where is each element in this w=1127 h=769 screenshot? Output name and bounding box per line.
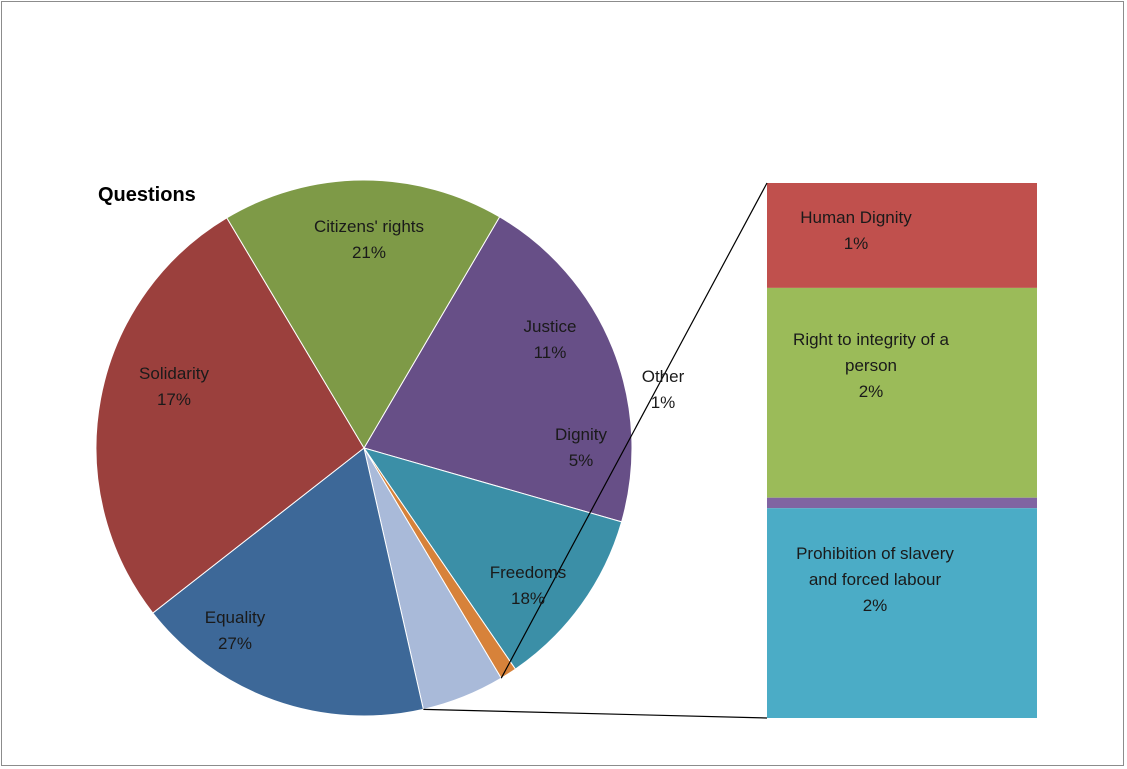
pie-slice-solidarity	[226, 179, 501, 449]
bar-segment-human-dignity	[767, 183, 1037, 288]
pie-slice-freedoms	[152, 447, 424, 717]
bar-segment-right-to-integrity-of-a-person	[767, 287, 1037, 498]
pie-slice-justice	[362, 447, 623, 670]
pie-slice-equality	[95, 217, 365, 614]
pie-slice-citizens-rights	[363, 216, 633, 523]
slice-label-dignity: Dignity 5%	[555, 425, 607, 470]
connector-line-top	[500, 182, 768, 679]
chart-title: Questions	[98, 184, 196, 206]
bar-label-prohibition-of-slavery: Prohibition of slavery and forced labour 2…	[796, 544, 954, 615]
slice-label-freedoms: Freedoms 18%	[489, 563, 567, 608]
slice-label-solidarity: Solidarity 17%	[139, 364, 209, 409]
slice-label-citizens-rights: Citizens' rights 21%	[313, 217, 425, 262]
slice-label-justice: Justice 11%	[523, 317, 577, 362]
connector-line-bottom	[423, 708, 768, 719]
bar-label-right-to-integrity: Right to integrity of a person 2%	[793, 330, 949, 401]
bar-segment-prohibition-of-slavery-and-forced-labour	[767, 508, 1037, 718]
slice-label-equality: Equality 27%	[204, 608, 266, 653]
bar-segment-unlabeled-2	[767, 497, 1037, 509]
slice-label-other: Other 1%	[641, 367, 685, 412]
bar-label-human-dignity: Human Dignity 1%	[800, 208, 912, 253]
